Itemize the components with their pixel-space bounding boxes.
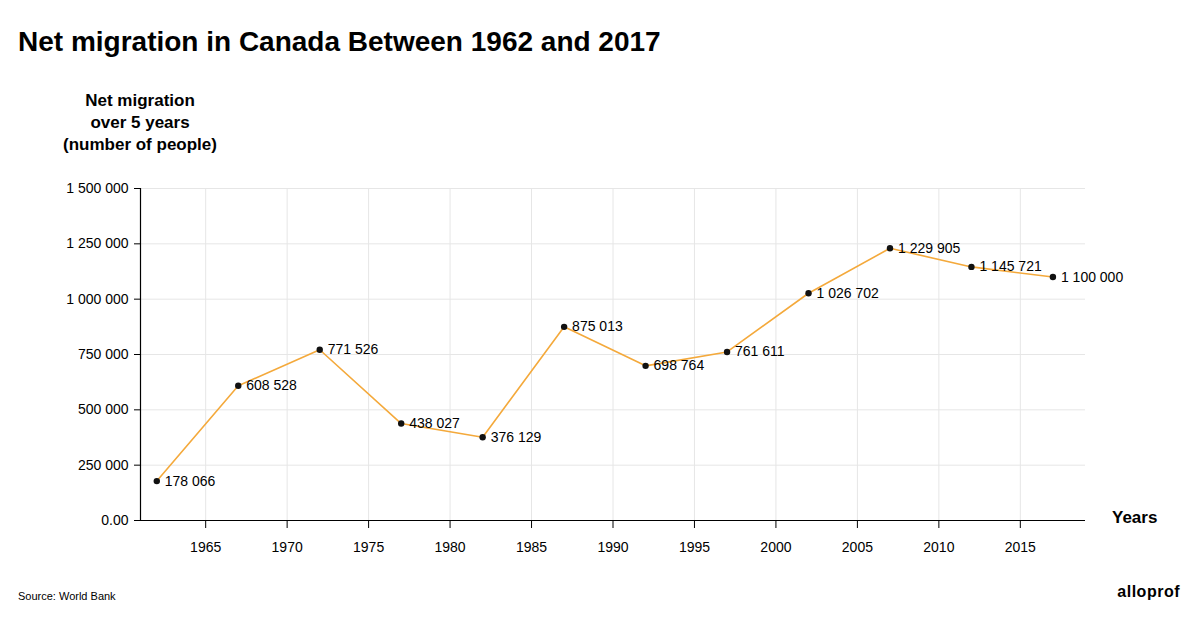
svg-text:1995: 1995 [679,539,710,555]
svg-text:500 000: 500 000 [78,401,129,417]
svg-text:1 000 000: 1 000 000 [66,291,128,307]
svg-text:875 013: 875 013 [572,318,623,334]
svg-text:771 526: 771 526 [328,341,379,357]
svg-text:1 229 905: 1 229 905 [898,240,960,256]
svg-text:1965: 1965 [190,539,221,555]
svg-text:178 066: 178 066 [165,473,216,489]
svg-text:1980: 1980 [434,539,465,555]
svg-text:376 129: 376 129 [491,429,542,445]
html-text:Net migration over 5 years (nu: Net migration over 5 years (number of pe… [63,91,217,154]
svg-text:1 250 000: 1 250 000 [66,235,128,251]
html-text:Net migration in Canada Betwee: Net migration in Canada Between 1962 and… [18,26,661,57]
svg-text:750 000: 750 000 [78,346,129,362]
svg-text:1990: 1990 [597,539,628,555]
svg-text:1970: 1970 [272,539,303,555]
svg-text:1 145 721: 1 145 721 [979,258,1041,274]
svg-text:761 611: 761 611 [735,343,785,359]
html-text:alloprof: alloprof [1117,583,1180,600]
svg-text:2015: 2015 [1005,539,1036,555]
svg-text:698 764: 698 764 [654,357,705,373]
svg-text:608 528: 608 528 [246,377,297,393]
html-text:Years: Years [1112,508,1158,527]
svg-text:1985: 1985 [516,539,547,555]
svg-text:1975: 1975 [353,539,384,555]
svg-text:1 100 000: 1 100 000 [1061,269,1123,285]
svg-text:0.00: 0.00 [101,512,128,528]
html-text:Source: World Bank: Source: World Bank [18,590,116,602]
svg-text:1 500 000: 1 500 000 [66,180,128,196]
svg-text:438 027: 438 027 [409,415,460,431]
svg-text:250 000: 250 000 [78,457,129,473]
svg-text:2010: 2010 [923,539,954,555]
svg-text:1 026 702: 1 026 702 [817,285,879,301]
svg-text:2000: 2000 [760,539,791,555]
svg-text:2005: 2005 [842,539,873,555]
